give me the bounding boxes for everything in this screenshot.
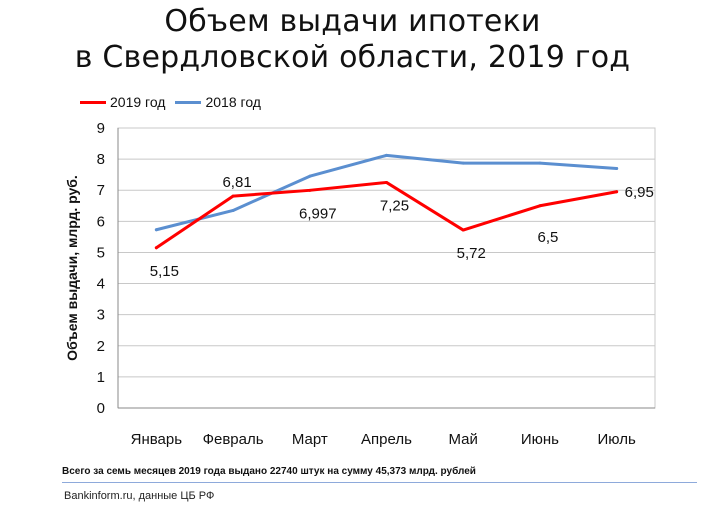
chart-title-line-1: Объем выдачи ипотеки	[164, 4, 541, 39]
data-point	[461, 228, 465, 232]
data-point	[538, 161, 542, 165]
data-point	[615, 190, 619, 194]
y-tick-label: 2	[97, 338, 105, 355]
y-tick-label: 9	[97, 120, 105, 137]
y-tick-label: 0	[97, 400, 105, 417]
y-tick-label: 1	[97, 369, 105, 386]
data-label: 6,5	[537, 229, 558, 246]
legend-item-2019: 2019 год	[80, 94, 165, 110]
x-tick-label: Март	[292, 431, 328, 448]
x-tick-label: Январь	[131, 431, 183, 448]
y-tick-label: 3	[97, 307, 105, 324]
x-tick-label: Апрель	[361, 431, 412, 448]
footnote: Всего за семь месяцев 2019 года выдано 2…	[62, 466, 476, 477]
plot-area-border	[117, 127, 656, 409]
legend-swatch-2018	[175, 100, 202, 104]
y-tick-label: 4	[97, 276, 105, 293]
legend-item-2018: 2018 год	[175, 94, 261, 110]
legend-label-2018: 2018 год	[205, 94, 261, 110]
data-point	[231, 208, 235, 212]
x-tick-label: Май	[449, 431, 478, 448]
data-label: 5,72	[457, 245, 486, 262]
data-point	[615, 166, 619, 170]
data-point	[308, 174, 312, 178]
data-label: 7,25	[380, 197, 409, 214]
source-text: Bankinform.ru, данные ЦБ РФ	[64, 490, 215, 502]
data-point	[461, 161, 465, 165]
data-label: 5,15	[150, 263, 179, 280]
y-tick-label: 5	[97, 244, 105, 261]
x-tick-label: Февраль	[203, 431, 264, 448]
y-tick-label: 7	[97, 182, 105, 199]
legend-label-2019: 2019 год	[110, 94, 166, 110]
chart-title-line-2: в Свердловской области, 2019 год	[74, 40, 631, 75]
series-line-2018-год	[154, 153, 619, 232]
data-label: 6,997	[299, 205, 337, 222]
data-point	[154, 246, 158, 250]
data-label: 6,81	[222, 174, 251, 191]
x-tick-label: Июль	[598, 431, 636, 448]
y-tick-label: 8	[97, 151, 105, 168]
data-point	[154, 228, 158, 232]
legend-swatch-2019	[80, 100, 106, 104]
data-point	[385, 153, 388, 157]
data-point	[538, 204, 542, 208]
data-point	[231, 194, 235, 198]
data-point	[308, 188, 312, 192]
source-divider	[62, 482, 697, 483]
data-label: 6,95	[625, 184, 654, 201]
data-point	[385, 180, 388, 184]
legend: 2019 год 2018 год	[80, 92, 271, 112]
y-tick-label: 6	[97, 213, 105, 230]
x-tick-label: Июнь	[521, 431, 559, 448]
y-axis-title: Объем выдачи, млрд. руб.	[64, 175, 80, 361]
